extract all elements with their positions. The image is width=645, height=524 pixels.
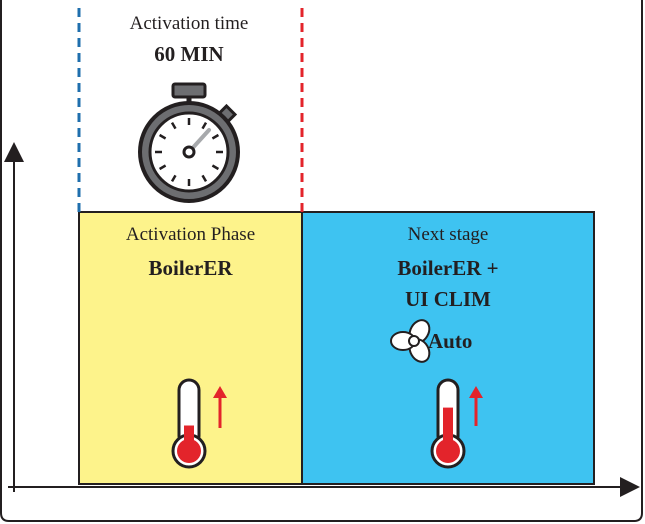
stopwatch-icon: [138, 82, 240, 203]
next-stage-caption: Next stage: [407, 224, 489, 245]
fan-mode-label: Auto: [428, 329, 473, 353]
activation-duration: 60 MIN: [154, 42, 224, 66]
next-stage-title-line1: BoilerER +: [397, 256, 499, 280]
thermometer-rising-icon: [171, 378, 207, 469]
thermometer-rising-icon: [430, 378, 466, 469]
fan-icon: [390, 319, 431, 363]
activation-phase-title: BoilerER: [148, 256, 233, 280]
rising-arrow-icon: [213, 386, 227, 428]
activation-phase-caption: Activation Phase: [125, 224, 256, 245]
rising-arrow-icon: [469, 386, 483, 426]
next-stage-title-line2: UI CLIM: [405, 287, 491, 311]
activation-phase-block: [78, 211, 303, 485]
activation-time-caption: Activation time: [129, 13, 249, 34]
